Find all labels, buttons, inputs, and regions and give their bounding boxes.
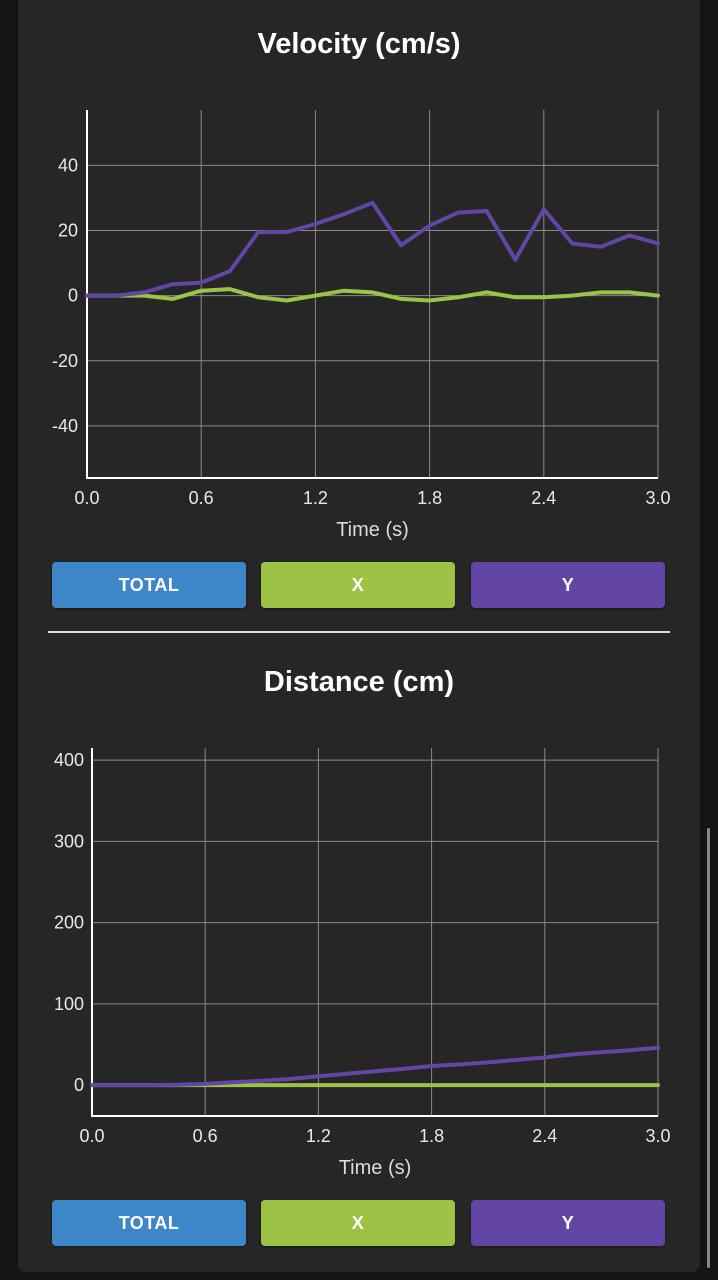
- distance-total-button[interactable]: TOTAL: [52, 1200, 246, 1246]
- distance-y-button[interactable]: Y: [471, 1200, 665, 1246]
- velocity-y-tick-label: 20: [58, 220, 78, 240]
- velocity-chart: 0.0 0.6 1.2 1.8 2.4 3.0 40 20 0 -20 -40 Time (s): [52, 110, 671, 541]
- section-divider: [48, 631, 670, 633]
- velocity-x-tick-label: 1.2: [303, 488, 328, 508]
- main-panel: [18, 0, 700, 1272]
- velocity-x-tick-label: 3.0: [645, 488, 670, 508]
- scrollbar[interactable]: [707, 828, 710, 1268]
- velocity-total-button[interactable]: TOTAL: [52, 562, 246, 608]
- distance-x-tick-label: 1.2: [306, 1126, 331, 1146]
- velocity-chart-title: Velocity (cm/s): [257, 28, 461, 60]
- distance-x-tick-label: 1.8: [419, 1126, 444, 1146]
- distance-x-axis-title: Time (s): [339, 1157, 412, 1179]
- velocity-y-tick-label: 40: [58, 155, 78, 175]
- distance-x-tick-label: 3.0: [645, 1126, 670, 1146]
- velocity-x-tick-label: 0.6: [189, 488, 214, 508]
- velocity-x-tick-label: 0.0: [74, 488, 99, 508]
- distance-y-tick-label: 400: [54, 750, 84, 770]
- distance-chart-title: Distance (cm): [263, 666, 455, 698]
- distance-x-tick-label: 2.4: [532, 1126, 557, 1146]
- distance-y-tick-label: 100: [54, 994, 84, 1014]
- distance-x-tick-label: 0.0: [79, 1126, 104, 1146]
- velocity-x-tick-label: 2.4: [531, 488, 556, 508]
- velocity-x-button[interactable]: X: [261, 562, 455, 608]
- distance-y-tick-label: 0: [74, 1075, 84, 1095]
- distance-series-y-line: [90, 1045, 660, 1088]
- velocity-y-tick-label: -20: [52, 351, 78, 371]
- distance-chart: 0.0 0.6 1.2 1.8 2.4 3.0 400 300 200 100 0 Time (s): [54, 748, 671, 1179]
- distance-series-buttons: TOTAL X Y: [52, 1200, 666, 1246]
- velocity-series-x-line: [85, 287, 660, 303]
- velocity-y-tick-label: 0: [68, 286, 78, 306]
- distance-x-button[interactable]: X: [261, 1200, 455, 1246]
- distance-y-tick-label: 200: [54, 913, 84, 933]
- velocity-x-axis-title: Time (s): [336, 519, 409, 541]
- distance-y-tick-label: 300: [54, 831, 84, 851]
- velocity-y-button[interactable]: Y: [471, 562, 665, 608]
- distance-x-tick-label: 0.6: [193, 1126, 218, 1146]
- velocity-x-tick-label: 1.8: [417, 488, 442, 508]
- velocity-series-buttons: TOTAL X Y: [52, 562, 666, 608]
- velocity-series-y-line: [85, 200, 660, 298]
- velocity-y-tick-label: -40: [52, 416, 78, 436]
